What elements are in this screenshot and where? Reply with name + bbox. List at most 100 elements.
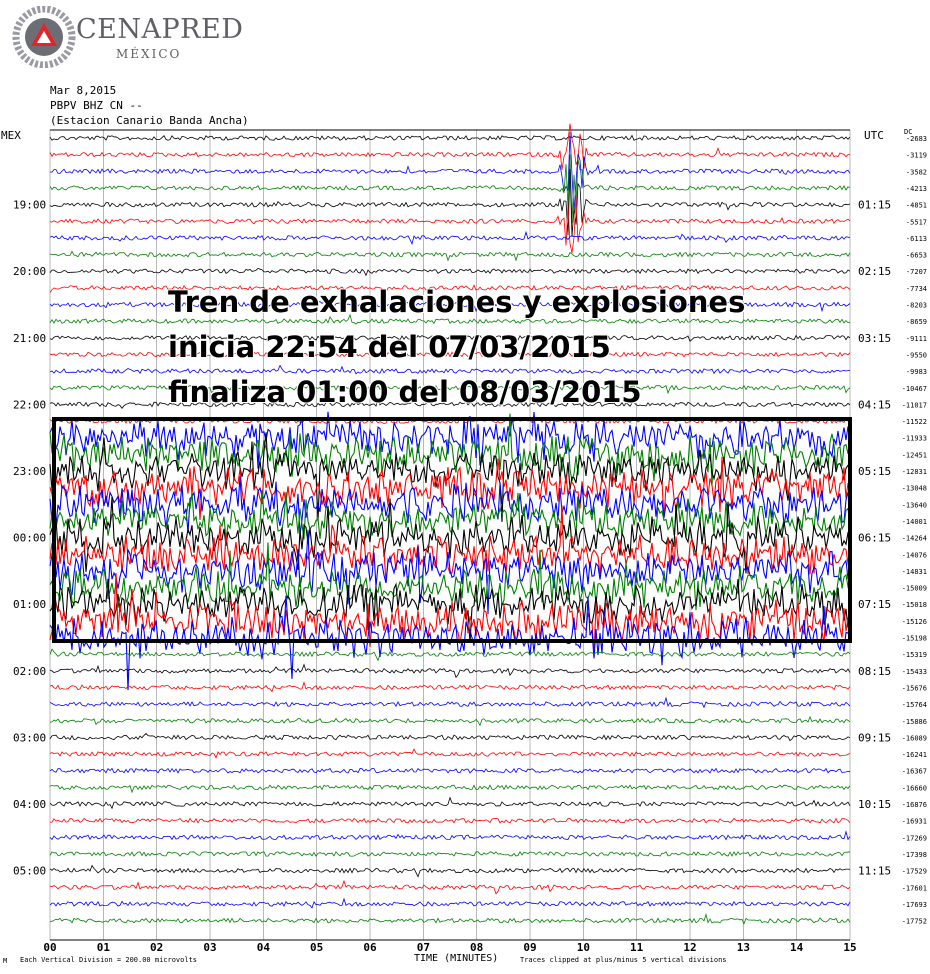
trace-row-37 (49, 748, 851, 759)
dc-offset-label-5: -5517 (906, 218, 927, 226)
trace-row-25 (49, 505, 851, 583)
dc-offset-label-2: -3582 (906, 168, 927, 176)
dc-offset-label-18: -11933 (902, 435, 927, 443)
dc-offset-label-30: -15198 (902, 635, 927, 643)
dc-offset-label-34: -15764 (902, 701, 927, 709)
dc-offset-label-7: -6653 (906, 252, 927, 260)
trace-row-22 (49, 476, 851, 535)
left-hour-label-16: 22:00 (13, 398, 46, 411)
dc-offset-label-45: -17601 (902, 884, 927, 892)
trace-row-31 (49, 648, 851, 662)
x-tick-label-12: 12 (683, 941, 696, 954)
event-highlight-box (52, 417, 852, 643)
dc-offset-label-14: -9983 (906, 368, 927, 376)
corner-mark: M (3, 957, 8, 965)
dc-offset-label-26: -14831 (902, 568, 927, 576)
dc-offset-label-4: -4851 (906, 202, 927, 210)
trace-row-24 (49, 496, 851, 574)
dc-offset-label-25: -14076 (902, 551, 927, 559)
trace-row-36 (49, 732, 851, 742)
left-zone-label: MEX (1, 129, 21, 142)
trace-row-4 (49, 168, 851, 237)
dc-offset-label-41: -16931 (902, 818, 927, 826)
left-hour-label-4: 19:00 (13, 199, 46, 212)
annotation-line-3: finaliza 01:00 del 08/03/2015 (168, 375, 642, 409)
x-tick-label-13: 13 (737, 941, 750, 954)
dc-offset-label-12: -9111 (906, 335, 927, 343)
trace-row-3 (49, 154, 851, 223)
time-grid (49, 129, 851, 940)
dc-offset-label-29: -15126 (902, 618, 927, 626)
x-axis: 00 01 02 03 04 05 06 07 08 09 10 11 12 13 14 15 (43, 939, 857, 954)
right-hour-label-32: 08:15 (858, 665, 891, 678)
dc-offset-label-3: -4213 (906, 185, 927, 193)
cenapred-seal-icon (12, 5, 76, 69)
right-hour-label-20: 05:15 (858, 465, 891, 478)
annotation-line-2: inicia 22:54 del 07/03/2015 (168, 330, 611, 364)
x-tick-label-04: 04 (257, 941, 271, 954)
left-hour-label-44: 05:00 (13, 865, 46, 878)
row-labels: 19:00 20:00 21:00 22:00 23:00 00:00 01:00 02:00… (13, 135, 927, 926)
trace-row-29 (49, 572, 851, 657)
dc-offset-label-44: -17529 (902, 868, 927, 876)
trace-row-35 (49, 715, 851, 727)
scale-note: Each Vertical Division = 200.00 microvol… (20, 956, 198, 964)
right-hour-label-44: 11:15 (858, 865, 891, 878)
left-hour-label-28: 01:00 (13, 598, 46, 611)
dc-offset-label-23: -14001 (902, 518, 927, 526)
x-tick-label-07: 07 (417, 941, 430, 954)
dc-offset-label-40: -16876 (902, 801, 927, 809)
header-station-name: (Estacion Canario Banda Ancha) (50, 114, 249, 127)
right-hour-label-4: 01:15 (858, 199, 891, 212)
right-hour-label-40: 10:15 (858, 798, 891, 811)
x-tick-label-14: 14 (790, 941, 804, 954)
dc-offset-label-46: -17693 (902, 901, 927, 909)
trace-row-20 (49, 432, 851, 522)
dc-offset-label-31: -15319 (902, 651, 927, 659)
dc-offset-label-27: -15009 (902, 585, 927, 593)
trace-row-40 (49, 796, 851, 810)
trace-row-44 (49, 864, 851, 878)
x-tick-label-11: 11 (630, 941, 644, 954)
header-station-code: PBPV BHZ CN -- (50, 99, 143, 112)
x-tick-label-05: 05 (310, 941, 323, 954)
trace-row-1 (49, 123, 850, 170)
trace-row-14 (49, 364, 851, 375)
x-tick-label-08: 08 (470, 941, 483, 954)
left-hour-label-20: 23:00 (13, 465, 46, 478)
x-tick-label-06: 06 (363, 941, 377, 954)
left-hour-label-12: 21:00 (13, 332, 46, 345)
dc-offset-label-22: -13640 (902, 501, 927, 509)
trace-row-8 (49, 267, 851, 277)
trace-row-15 (49, 382, 851, 396)
right-hour-label-8: 02:15 (858, 265, 891, 278)
trace-row-10 (49, 298, 851, 313)
dc-offset-label-37: -16241 (902, 751, 927, 759)
trace-row-43 (49, 851, 851, 857)
x-tick-label-01: 01 (97, 941, 111, 954)
x-axis-title: TIME (MINUTES) (414, 953, 499, 964)
trace-row-42 (49, 830, 851, 841)
trace-row-34 (49, 696, 851, 709)
trace-row-19 (49, 413, 851, 486)
dc-offset-label-9: -7734 (906, 285, 927, 293)
brand-name: CENAPRED (76, 14, 244, 45)
trace-row-18 (49, 411, 851, 469)
dc-offset-label-42: -17269 (902, 834, 927, 842)
left-hour-label-40: 04:00 (13, 798, 46, 811)
trace-row-9 (49, 284, 851, 293)
dc-offset-label-24: -14264 (902, 535, 927, 543)
trace-row-7 (49, 250, 851, 262)
right-hour-label-24: 06:15 (858, 532, 891, 545)
trace-row-27 (49, 542, 851, 611)
dc-offset-label-38: -16367 (902, 768, 927, 776)
right-hour-label-36: 09:15 (858, 731, 891, 744)
brand-country: MÉXICO (116, 47, 182, 61)
dc-offset-label-11: -8659 (906, 318, 927, 326)
annotation-line-1: Tren de exhalaciones y explosiones (168, 285, 746, 319)
trace-row-30 (49, 595, 851, 691)
left-hour-label-32: 02:00 (13, 665, 46, 678)
trace-row-33 (49, 681, 851, 693)
